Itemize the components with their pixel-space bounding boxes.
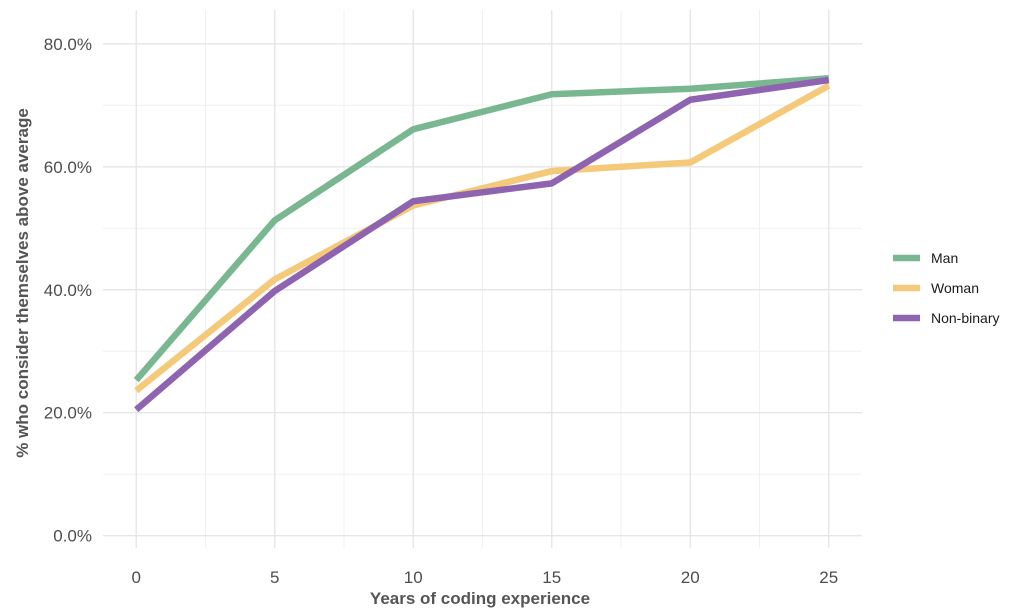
x-tick-label: 10 <box>404 568 423 587</box>
legend-label-woman: Woman <box>931 280 979 296</box>
x-axis-ticks: 0 5 10 15 20 25 <box>132 568 839 587</box>
legend: Man Woman Non-binary <box>893 250 999 326</box>
x-tick-label: 25 <box>819 568 838 587</box>
series-line-woman <box>134 82 831 394</box>
series-line-man <box>133 75 830 383</box>
y-tick-label: 20.0% <box>44 404 92 423</box>
y-tick-label: 60.0% <box>44 158 92 177</box>
legend-label-man: Man <box>931 250 958 266</box>
legend-label-non-binary: Non-binary <box>931 310 999 326</box>
x-tick-label: 20 <box>681 568 700 587</box>
series-lines <box>133 75 831 413</box>
y-tick-label: 80.0% <box>44 35 92 54</box>
x-tick-label: 5 <box>270 568 279 587</box>
x-tick-label: 0 <box>132 568 141 587</box>
y-tick-label: 40.0% <box>44 281 92 300</box>
y-axis-title: % who consider themselves above average <box>13 108 32 458</box>
y-tick-label: 0.0% <box>53 527 92 546</box>
gridlines <box>103 10 862 548</box>
x-axis-title: Years of coding experience <box>370 589 590 608</box>
y-axis-ticks: 0.0% 20.0% 40.0% 60.0% 80.0% <box>44 35 92 546</box>
x-tick-label: 15 <box>542 568 561 587</box>
series-line-non-binary <box>134 76 830 413</box>
